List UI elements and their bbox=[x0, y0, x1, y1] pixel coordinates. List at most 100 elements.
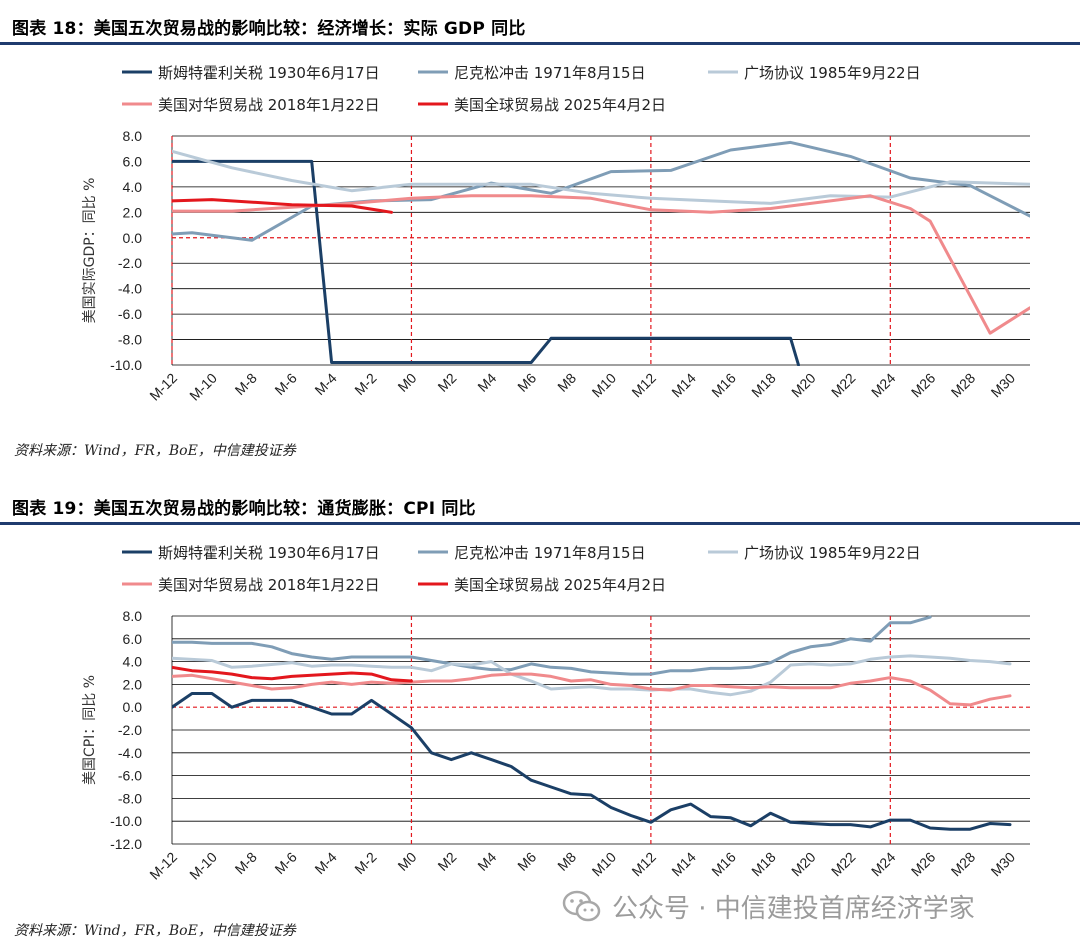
x-tick-label: M-6 bbox=[271, 849, 300, 878]
legend-label: 美国全球贸易战 2025年4月2日 bbox=[454, 576, 666, 594]
legend-label: 广场协议 1985年9月22日 bbox=[744, 64, 921, 82]
y-tick-label: -6.0 bbox=[118, 306, 142, 322]
x-tick-label: M20 bbox=[788, 849, 819, 880]
x-tick-label: M6 bbox=[514, 849, 539, 874]
legend-label: 斯姆特霍利关税 1930年6月17日 bbox=[158, 64, 380, 82]
x-tick-label: M18 bbox=[748, 849, 779, 880]
series-line bbox=[172, 672, 1012, 707]
x-tick-label: M24 bbox=[868, 849, 899, 880]
watermark: 公众号 · 中信建投首席经济学家 bbox=[562, 888, 975, 925]
legend-item: 广场协议 1985年9月22日 bbox=[708, 544, 921, 562]
x-tick-label: M22 bbox=[828, 849, 859, 880]
y-tick-label: 6.0 bbox=[123, 153, 143, 169]
figure-18-source: 资料来源：Wind，FR，BoE，中信建投证券 bbox=[14, 443, 296, 459]
series-line bbox=[172, 159, 800, 366]
legend-label: 广场协议 1985年9月22日 bbox=[744, 544, 921, 562]
y-tick-label: -4.0 bbox=[118, 281, 142, 297]
gdp-chart: 斯姆特霍利关税 1930年6月17日 尼克松冲击 1971年8月15日 广场协议 1… bbox=[82, 64, 1030, 404]
legend-item: 尼克松冲击 1971年8月15日 bbox=[418, 544, 646, 562]
x-tick-label: M-6 bbox=[271, 370, 300, 399]
y-tick-label: -8.0 bbox=[118, 332, 142, 348]
y-tick-label: -8.0 bbox=[118, 790, 142, 806]
y-tick-label: -10.0 bbox=[110, 357, 142, 373]
x-tick-label: M16 bbox=[708, 370, 739, 401]
legend-item: 斯姆特霍利关税 1930年6月17日 bbox=[122, 544, 380, 562]
x-tick-label: M24 bbox=[868, 370, 899, 401]
legend-label: 尼克松冲击 1971年8月15日 bbox=[454, 544, 646, 562]
series-line bbox=[172, 692, 1012, 831]
y-tick-label: 2.0 bbox=[123, 204, 143, 220]
x-tick-label: M4 bbox=[474, 849, 499, 874]
series-line bbox=[172, 140, 1030, 242]
legend-label: 美国全球贸易战 2025年4月2日 bbox=[454, 96, 666, 114]
x-tick-label: M18 bbox=[748, 370, 779, 401]
x-tick-label: M14 bbox=[668, 849, 699, 880]
y-axis-label: 美国实际GDP：同比 % bbox=[82, 178, 98, 324]
x-tick-label: M-10 bbox=[186, 370, 220, 404]
x-tick-label: M-8 bbox=[232, 370, 261, 399]
y-tick-label: -10.0 bbox=[110, 813, 142, 829]
x-tick-label: M28 bbox=[948, 849, 979, 880]
x-tick-label: M-4 bbox=[311, 849, 340, 878]
x-tick-label: M28 bbox=[948, 370, 979, 401]
x-tick-label: M26 bbox=[908, 370, 939, 401]
x-tick-label: M22 bbox=[828, 370, 859, 401]
x-tick-label: M4 bbox=[474, 370, 499, 395]
x-tick-label: M10 bbox=[589, 849, 620, 880]
series-line bbox=[172, 194, 1030, 335]
x-tick-label: M0 bbox=[394, 849, 419, 874]
legend-item: 美国对华贸易战 2018年1月22日 bbox=[122, 576, 380, 594]
x-tick-label: M30 bbox=[988, 849, 1019, 880]
y-tick-label: 0.0 bbox=[123, 230, 143, 246]
y-tick-label: -2.0 bbox=[118, 255, 142, 271]
legend-label: 尼克松冲击 1971年8月15日 bbox=[454, 64, 646, 82]
x-tick-label: M-2 bbox=[351, 849, 380, 878]
cpi-chart: 斯姆特霍利关税 1930年6月17日 尼克松冲击 1971年8月15日 广场协议 1… bbox=[82, 544, 1030, 883]
y-tick-label: -6.0 bbox=[118, 768, 142, 784]
series-line bbox=[172, 665, 413, 683]
y-axis: 8.0 6.0 4.0 2.0 0.0 -2.0 -4.0 -6.0 -8.0 -10.0 -12.… bbox=[110, 608, 1030, 852]
y-axis: 8.0 6.0 4.0 2.0 0.0 -2.0 -4.0 -6.0 -8.0 -10.0 bbox=[110, 128, 1030, 373]
x-tick-label: M26 bbox=[908, 849, 939, 880]
x-tick-label: M12 bbox=[628, 370, 659, 401]
y-tick-label: -12.0 bbox=[110, 836, 142, 852]
legend-item: 美国全球贸易战 2025年4月2日 bbox=[418, 96, 666, 114]
x-tick-label: M0 bbox=[394, 370, 419, 395]
legend-item: 美国对华贸易战 2018年1月22日 bbox=[122, 96, 380, 114]
series-line bbox=[172, 654, 1012, 697]
x-tick-label: M-12 bbox=[146, 370, 180, 404]
x-tick-label: M16 bbox=[708, 849, 739, 880]
legend-item: 美国全球贸易战 2025年4月2日 bbox=[418, 576, 666, 594]
figure-19-title: 图表 19：美国五次贸易战的影响比较：通货膨胀：CPI 同比 bbox=[12, 499, 476, 519]
x-tick-label: M-10 bbox=[186, 849, 220, 883]
x-tick-label: M6 bbox=[514, 370, 539, 395]
series-line bbox=[172, 149, 1030, 205]
x-tick-label: M2 bbox=[434, 849, 459, 874]
x-tick-label: M8 bbox=[554, 370, 579, 395]
x-tick-label: M2 bbox=[434, 370, 459, 395]
y-tick-label: 0.0 bbox=[123, 699, 143, 715]
wechat-icon bbox=[562, 890, 602, 924]
y-tick-label: 8.0 bbox=[123, 128, 143, 144]
legend: 斯姆特霍利关税 1930年6月17日 尼克松冲击 1971年8月15日 广场协议 1… bbox=[122, 64, 921, 114]
series-line bbox=[172, 198, 393, 214]
x-tick-label: M-8 bbox=[232, 849, 261, 878]
y-tick-label: 6.0 bbox=[123, 631, 143, 647]
y-tick-label: 8.0 bbox=[123, 608, 143, 624]
x-axis: M-12 M-10 M-8 M-6 M-4 M-2 M0 M2 M4 M6 M8 M10 M12 M14 M… bbox=[146, 370, 1018, 404]
x-axis: M-12 M-10 M-8 M-6 M-4 M-2 M0 M2 M4 M6 M8 M10 M12 M14 M… bbox=[146, 849, 1018, 883]
x-tick-label: M10 bbox=[589, 370, 620, 401]
series-group bbox=[172, 140, 1030, 366]
figure-19-title-rule bbox=[0, 522, 1080, 525]
legend-item: 尼克松冲击 1971年8月15日 bbox=[418, 64, 646, 82]
y-tick-label: -2.0 bbox=[118, 722, 142, 738]
y-tick-label: 4.0 bbox=[123, 179, 143, 195]
x-tick-label: M-2 bbox=[351, 370, 380, 399]
y-axis-label: 美国CPI：同比 % bbox=[82, 675, 98, 785]
x-tick-label: M12 bbox=[628, 849, 659, 880]
legend: 斯姆特霍利关税 1930年6月17日 尼克松冲击 1971年8月15日 广场协议 1… bbox=[122, 544, 921, 594]
figure-18-title-rule bbox=[0, 42, 1080, 45]
legend-item: 广场协议 1985年9月22日 bbox=[708, 64, 921, 82]
series-line bbox=[172, 615, 932, 676]
x-tick-label: M20 bbox=[788, 370, 819, 401]
